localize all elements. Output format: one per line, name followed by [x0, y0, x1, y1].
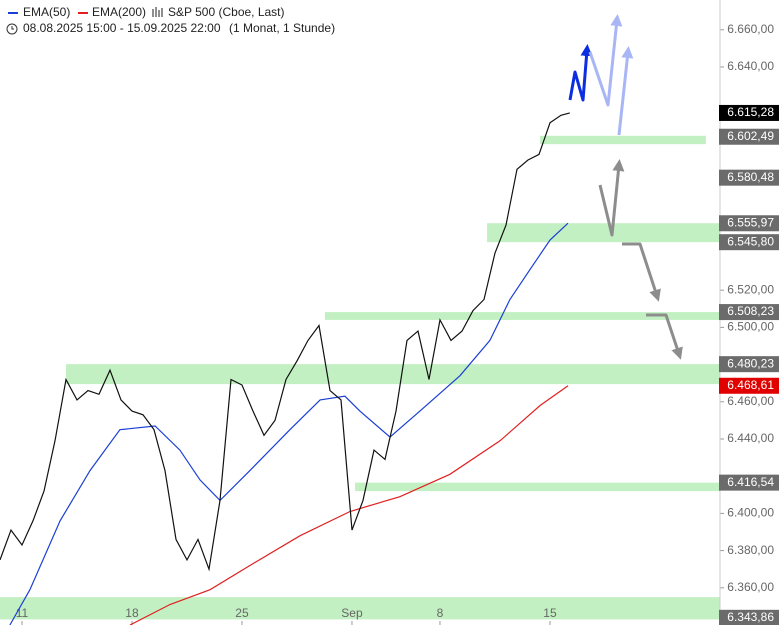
- price-labels: 6.615,28 6.602,49 6.580,48 6.555,97 6.545,80…: [719, 104, 779, 625]
- price-label: 6.545,80: [727, 234, 774, 248]
- y-tick-label: 6.660,00: [727, 22, 774, 36]
- arrow: [646, 313, 683, 360]
- x-tick-label: 15: [543, 606, 557, 620]
- support-zone: [324, 312, 720, 320]
- clock-icon: [11, 26, 14, 30]
- arrows: [568, 14, 683, 360]
- price-label: 6.416,54: [727, 475, 774, 489]
- price-label: 6.508,23: [727, 304, 774, 318]
- price-label: 6.602,49: [727, 129, 774, 143]
- y-tick-label: 6.380,00: [727, 543, 774, 557]
- price-label: 6.615,28: [727, 105, 774, 119]
- support-zone: [0, 597, 720, 620]
- price-label-bg: [719, 377, 779, 394]
- arrow: [617, 46, 634, 136]
- legend-label: EMA(50): [23, 5, 70, 19]
- price-label-bg: [719, 474, 779, 491]
- period: (1 Monat, 1 Stunde): [229, 21, 335, 35]
- legend-icon: [152, 7, 163, 17]
- x-tick-label: 18: [125, 606, 139, 620]
- subtitle: 08.08.2025 15:00 - 15.09.2025 22:00: [23, 21, 221, 35]
- price-label: 6.468,61: [727, 378, 774, 392]
- series-line: [0, 112, 570, 572]
- arrow: [598, 159, 625, 237]
- y-tick-label: 6.640,00: [727, 59, 774, 73]
- support-zone: [487, 223, 720, 243]
- y-tick-label: 6.400,00: [727, 506, 774, 520]
- y-tick-label: 6.460,00: [727, 394, 774, 408]
- x-tick-label: Sep: [341, 606, 363, 620]
- series-line: [129, 385, 569, 625]
- series: [0, 112, 570, 625]
- support-zone: [540, 135, 706, 145]
- zones: [0, 135, 720, 620]
- legend: EMA(50) EMA(200) S&P 500 (Cboe, Last) 08…: [6, 5, 335, 35]
- x-tick-label: 11: [16, 606, 29, 620]
- x-tick-label: 25: [235, 606, 249, 620]
- price-label: 6.480,23: [727, 356, 774, 370]
- clock-icon: [6, 23, 18, 35]
- y-tick-label: 6.360,00: [727, 580, 774, 594]
- price-label: 6.555,97: [727, 215, 774, 229]
- y-tick-label: 6.520,00: [727, 282, 774, 296]
- price-label: 6.343,86: [727, 610, 774, 624]
- arrow: [568, 44, 593, 102]
- price-label-bg: [719, 234, 779, 251]
- price-label-bg: [719, 169, 779, 186]
- arrow: [588, 14, 623, 107]
- x-tick-label: 8: [437, 606, 444, 620]
- price-label: 6.580,48: [727, 170, 774, 184]
- price-label-bg: [719, 104, 779, 121]
- price-label-bg: [719, 356, 779, 373]
- y-tick-label: 6.440,00: [727, 431, 774, 445]
- price-label-bg: [719, 215, 779, 232]
- series-line: [9, 222, 569, 625]
- price-label-bg: [719, 304, 779, 321]
- arrow: [622, 242, 661, 302]
- support-zone: [65, 364, 720, 385]
- legend-label: EMA(200): [92, 5, 146, 19]
- price-label-bg: [719, 609, 779, 625]
- axis: 6.360,00 6.380,00 6.400,00 6.440,00 6.460,00…: [16, 0, 774, 625]
- y-tick-label: 6.500,00: [727, 320, 774, 334]
- support-zone: [355, 482, 720, 492]
- price-label-bg: [719, 128, 779, 145]
- legend-label: S&P 500 (Cboe, Last): [168, 5, 285, 19]
